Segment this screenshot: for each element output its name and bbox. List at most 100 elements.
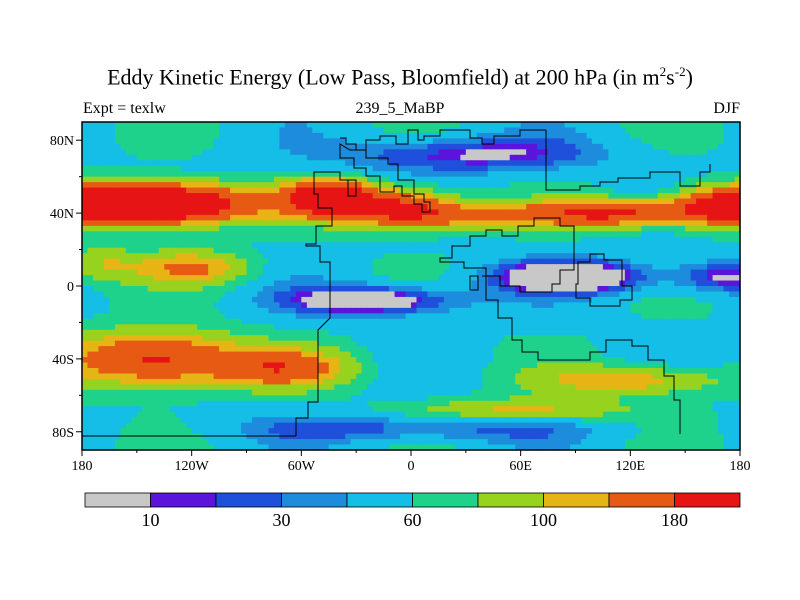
- field-cell: [685, 264, 692, 271]
- field-cell: [306, 335, 313, 342]
- field-cell: [383, 231, 390, 238]
- field-cell: [142, 149, 149, 156]
- field-cell: [290, 122, 297, 129]
- field-cell: [378, 209, 385, 216]
- field-cell: [175, 193, 182, 200]
- field-cell: [82, 291, 89, 298]
- field-cell: [246, 242, 253, 249]
- field-cell: [372, 269, 379, 276]
- field-cell: [438, 193, 445, 200]
- field-cell: [493, 253, 500, 260]
- field-cell: [548, 176, 555, 183]
- field-cell: [241, 275, 248, 282]
- field-cell: [169, 171, 176, 178]
- field-cell: [443, 286, 450, 293]
- field-cell: [679, 122, 686, 129]
- field-cell: [87, 302, 94, 309]
- field-cell: [608, 280, 615, 287]
- field-cell: [109, 242, 116, 249]
- field-cell: [356, 220, 363, 227]
- field-cell: [224, 182, 231, 189]
- field-cell: [624, 143, 631, 150]
- field-cell: [197, 247, 204, 254]
- field-cell: [153, 324, 160, 331]
- field-cell: [147, 286, 154, 293]
- field-cell: [213, 291, 220, 298]
- field-cell: [471, 214, 478, 221]
- field-cell: [443, 182, 450, 189]
- field-cell: [690, 302, 697, 309]
- field-cell: [493, 286, 500, 293]
- field-cell: [175, 182, 182, 189]
- field-cell: [235, 291, 242, 298]
- field-cell: [158, 269, 165, 276]
- field-cell: [383, 286, 390, 293]
- field-cell: [476, 302, 483, 309]
- field-cell: [559, 247, 566, 254]
- field-cell: [531, 154, 538, 161]
- field-cell: [707, 225, 714, 232]
- field-cell: [224, 209, 231, 216]
- field-cell: [718, 236, 725, 243]
- field-cell: [328, 225, 335, 232]
- field-cell: [405, 154, 412, 161]
- field-cell: [685, 138, 692, 145]
- field-cell: [729, 171, 736, 178]
- field-cell: [257, 280, 264, 287]
- field-cell: [219, 231, 226, 238]
- field-cell: [597, 253, 604, 260]
- field-cell: [608, 286, 615, 293]
- field-cell: [284, 318, 291, 325]
- field-cell: [125, 176, 132, 183]
- field-cell: [92, 269, 100, 276]
- field-cell: [515, 340, 522, 347]
- field-cell: [219, 247, 226, 254]
- field-cell: [668, 307, 675, 314]
- field-cell: [690, 127, 697, 134]
- field-cell: [372, 275, 379, 282]
- field-cell: [641, 269, 648, 276]
- field-cell: [345, 258, 352, 265]
- field-cell: [465, 143, 472, 150]
- field-cell: [580, 269, 588, 276]
- field-cell: [153, 182, 160, 189]
- field-cell: [301, 171, 308, 178]
- field-cell: [219, 302, 226, 309]
- field-cell: [641, 264, 648, 271]
- field-cell: [707, 253, 714, 260]
- field-cell: [279, 302, 286, 309]
- field-cell: [142, 225, 149, 232]
- field-cell: [103, 253, 111, 260]
- field-cell: [208, 193, 215, 200]
- field-cell: [449, 176, 456, 183]
- field-cell: [345, 340, 352, 347]
- field-cell: [356, 264, 363, 271]
- field-cell: [224, 225, 231, 232]
- field-cell: [147, 220, 154, 227]
- field-cell: [454, 127, 461, 134]
- field-cell: [553, 132, 560, 139]
- field-cell: [597, 160, 604, 167]
- field-cell: [734, 280, 741, 287]
- field-cell: [109, 160, 116, 167]
- field-cell: [114, 269, 121, 276]
- field-cell: [668, 302, 675, 309]
- field-cell: [295, 198, 302, 205]
- field-cell: [334, 182, 341, 189]
- field-cell: [356, 335, 363, 342]
- field-cell: [657, 149, 664, 156]
- field-cell: [284, 143, 291, 150]
- field-cell: [317, 165, 324, 172]
- field-cell: [208, 335, 215, 342]
- field-cell: [471, 143, 478, 150]
- field-cell: [597, 247, 604, 254]
- field-cell: [345, 160, 352, 167]
- field-cell: [142, 220, 149, 227]
- field-cell: [718, 247, 725, 254]
- field-cell: [251, 138, 259, 145]
- field-cell: [411, 258, 418, 265]
- field-cell: [356, 182, 363, 189]
- field-cell: [564, 165, 571, 172]
- field-cell: [306, 340, 313, 347]
- field-cell: [202, 324, 209, 331]
